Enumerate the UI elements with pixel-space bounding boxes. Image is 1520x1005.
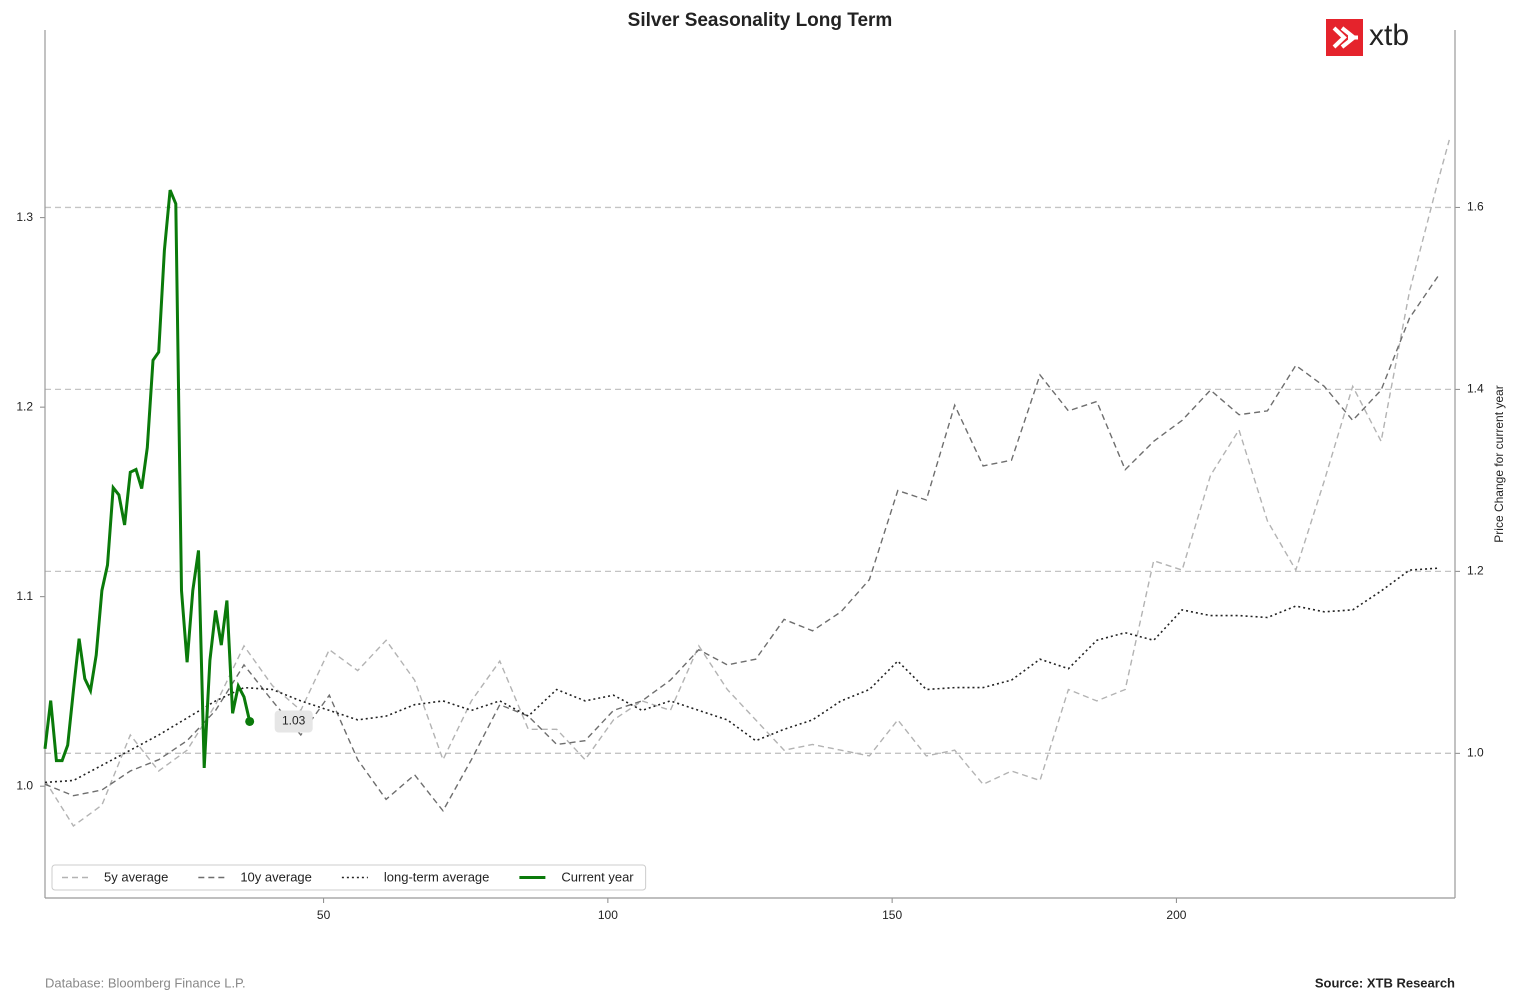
x-tick-label: 200 bbox=[1166, 908, 1186, 922]
footer-right: Source: XTB Research bbox=[1315, 975, 1455, 990]
y2-tick-label: 1.6 bbox=[1467, 200, 1484, 214]
footer-left: Database: Bloomberg Finance L.P. bbox=[45, 975, 246, 990]
legend-label: long-term average bbox=[384, 869, 490, 884]
y-tick-label: 1.2 bbox=[16, 399, 33, 413]
legend-label: 5y average bbox=[104, 869, 168, 884]
legend-label: Current year bbox=[561, 869, 634, 884]
series-line bbox=[44, 567, 1438, 784]
y-tick-label: 1.3 bbox=[16, 210, 33, 224]
end-point bbox=[245, 716, 255, 726]
x-tick-label: 50 bbox=[317, 908, 331, 922]
value-label-box bbox=[274, 710, 313, 733]
x-tick-label: 150 bbox=[882, 908, 902, 922]
y-tick-label: 1.0 bbox=[16, 778, 33, 792]
y2-tick-label: 1.2 bbox=[1467, 564, 1484, 578]
y2-tick-label: 1.4 bbox=[1467, 382, 1484, 396]
x-tick-label: 100 bbox=[598, 908, 618, 922]
logo-text: xtb bbox=[1369, 19, 1409, 52]
series-line bbox=[44, 276, 1439, 813]
legend-label: 10y average bbox=[240, 869, 312, 884]
series-line bbox=[44, 139, 1450, 828]
y2-axis-label: Price Change for current year bbox=[1492, 385, 1506, 542]
value-label: 1.03 bbox=[282, 714, 306, 728]
y-tick-label: 1.1 bbox=[16, 589, 33, 603]
series-line bbox=[43, 189, 252, 768]
logo-icon bbox=[1332, 26, 1358, 49]
chart-title: Silver Seasonality Long Term bbox=[628, 10, 893, 31]
y2-tick-label: 1.0 bbox=[1467, 746, 1484, 760]
